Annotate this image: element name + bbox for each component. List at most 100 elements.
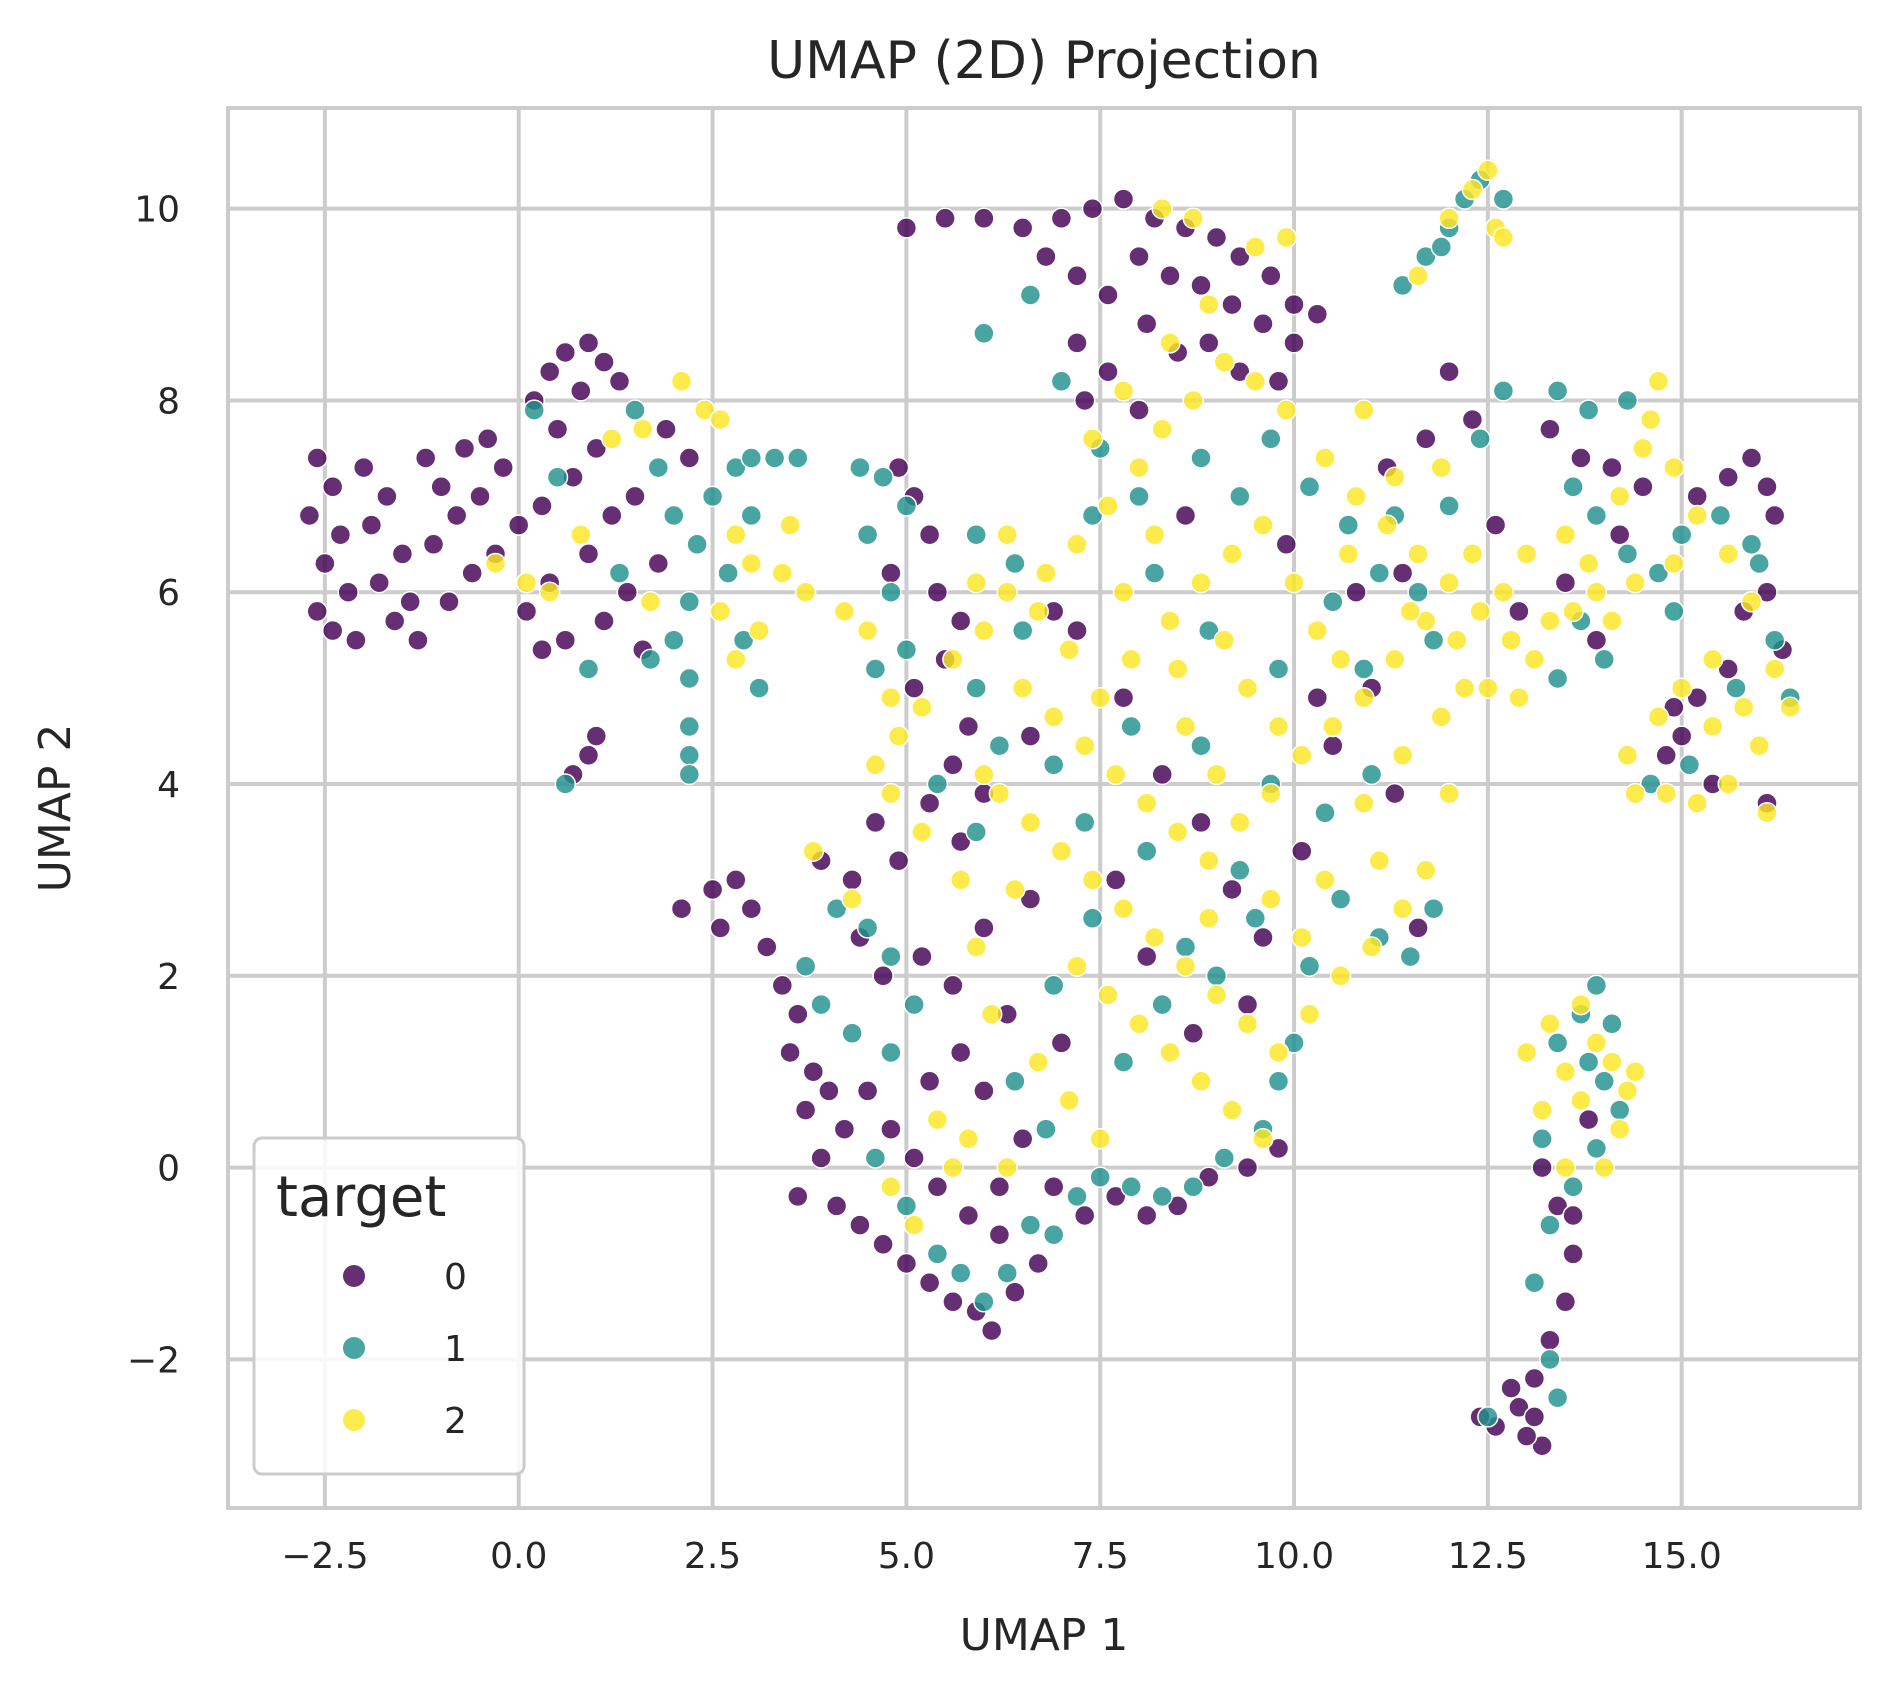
point-target-0: [1190, 811, 1212, 834]
point-target-2: [1004, 878, 1026, 901]
point-target-0: [903, 677, 925, 699]
point-target-1: [1112, 1051, 1135, 1073]
point-target-0: [864, 811, 887, 834]
point-target-0: [1128, 245, 1150, 268]
point-target-0: [1686, 686, 1708, 709]
point-target-0: [1182, 1022, 1204, 1045]
point-target-1: [1182, 1176, 1204, 1198]
point-target-0: [1260, 265, 1282, 287]
point-target-1: [1004, 552, 1026, 575]
point-target-0: [554, 629, 577, 651]
point-target-0: [725, 869, 747, 891]
point-target-2: [1717, 543, 1739, 565]
point-target-2: [1221, 1099, 1243, 1121]
point-target-1: [1670, 523, 1693, 546]
point-target-1: [1042, 1223, 1065, 1246]
point-target-0: [988, 1223, 1011, 1246]
point-target-0: [314, 552, 336, 575]
point-target-2: [1624, 1060, 1646, 1083]
point-target-2: [1205, 763, 1228, 786]
point-target-2: [1143, 523, 1166, 546]
point-target-0: [787, 1003, 809, 1025]
point-target-2: [1353, 792, 1375, 814]
point-target-0: [1539, 418, 1561, 440]
point-target-1: [1539, 1214, 1561, 1236]
point-target-0: [709, 917, 732, 939]
point-target-2: [1384, 648, 1406, 671]
point-target-0: [1763, 504, 1786, 527]
point-target-1: [926, 1243, 949, 1265]
point-target-2: [1779, 696, 1801, 719]
point-target-0: [1523, 1367, 1546, 1390]
point-target-2: [1515, 1041, 1538, 1064]
point-target-1: [1562, 476, 1584, 498]
point-target-2: [1174, 955, 1197, 977]
point-target-1: [763, 447, 786, 469]
point-target-2: [748, 619, 770, 642]
point-target-1: [1151, 993, 1173, 1016]
point-target-0: [1531, 1434, 1553, 1457]
point-target-0: [399, 591, 421, 613]
point-target-1: [1298, 955, 1321, 977]
point-target-0: [1229, 245, 1251, 268]
point-target-2: [965, 571, 987, 594]
point-target-2: [1554, 523, 1577, 546]
point-target-2: [1073, 734, 1096, 757]
point-target-0: [585, 725, 608, 747]
point-target-2: [973, 619, 995, 642]
point-target-1: [1469, 428, 1491, 450]
point-target-1: [1120, 715, 1142, 738]
point-target-1: [841, 1022, 863, 1045]
point-target-2: [1360, 936, 1383, 958]
point-target-0: [515, 600, 538, 623]
point-target-2: [1267, 1041, 1290, 1064]
point-target-0: [1508, 600, 1530, 623]
point-target-1: [1073, 811, 1096, 834]
point-target-1: [1593, 648, 1615, 671]
point-target-1: [639, 648, 662, 671]
point-target-0: [383, 610, 406, 632]
point-target-2: [1748, 734, 1770, 757]
point-target-1: [880, 945, 902, 968]
point-target-2: [1159, 610, 1181, 632]
point-target-0: [1500, 1377, 1522, 1399]
x-tick-label: 12.5: [1448, 1536, 1528, 1577]
point-target-1: [895, 1195, 918, 1217]
point-target-2: [1601, 610, 1623, 632]
point-target-0: [957, 715, 980, 738]
point-target-2: [1081, 428, 1104, 450]
point-target-0: [973, 1080, 995, 1102]
point-target-2: [1407, 265, 1429, 287]
point-target-1: [965, 821, 987, 843]
point-target-1: [1663, 600, 1685, 623]
point-target-1: [678, 763, 701, 786]
point-target-0: [1252, 313, 1274, 335]
point-target-2: [1166, 821, 1189, 843]
point-target-2: [1701, 715, 1724, 738]
point-target-2: [1601, 1051, 1623, 1073]
point-target-2: [1570, 993, 1592, 1016]
point-target-2: [1686, 792, 1708, 814]
point-target-1: [1135, 840, 1158, 862]
point-target-1: [1562, 1176, 1584, 1198]
point-target-1: [678, 667, 701, 690]
point-target-2: [1159, 1041, 1181, 1064]
point-target-0: [779, 1041, 801, 1064]
point-target-1: [1205, 965, 1228, 987]
point-target-0: [321, 619, 344, 642]
point-target-2: [1438, 207, 1460, 230]
point-target-2: [639, 591, 662, 613]
point-target-0: [1011, 1128, 1034, 1150]
point-target-2: [949, 869, 972, 891]
point-target-0: [895, 217, 918, 239]
point-target-2: [1198, 907, 1220, 930]
point-target-0: [1663, 696, 1685, 719]
point-target-0: [1717, 466, 1739, 488]
point-target-2: [1647, 370, 1670, 393]
point-target-2: [740, 552, 763, 575]
point-target-1: [686, 533, 708, 556]
point-target-1: [965, 523, 987, 546]
point-target-1: [554, 773, 577, 795]
point-target-2: [1112, 581, 1135, 603]
point-target-1: [1035, 1118, 1057, 1140]
